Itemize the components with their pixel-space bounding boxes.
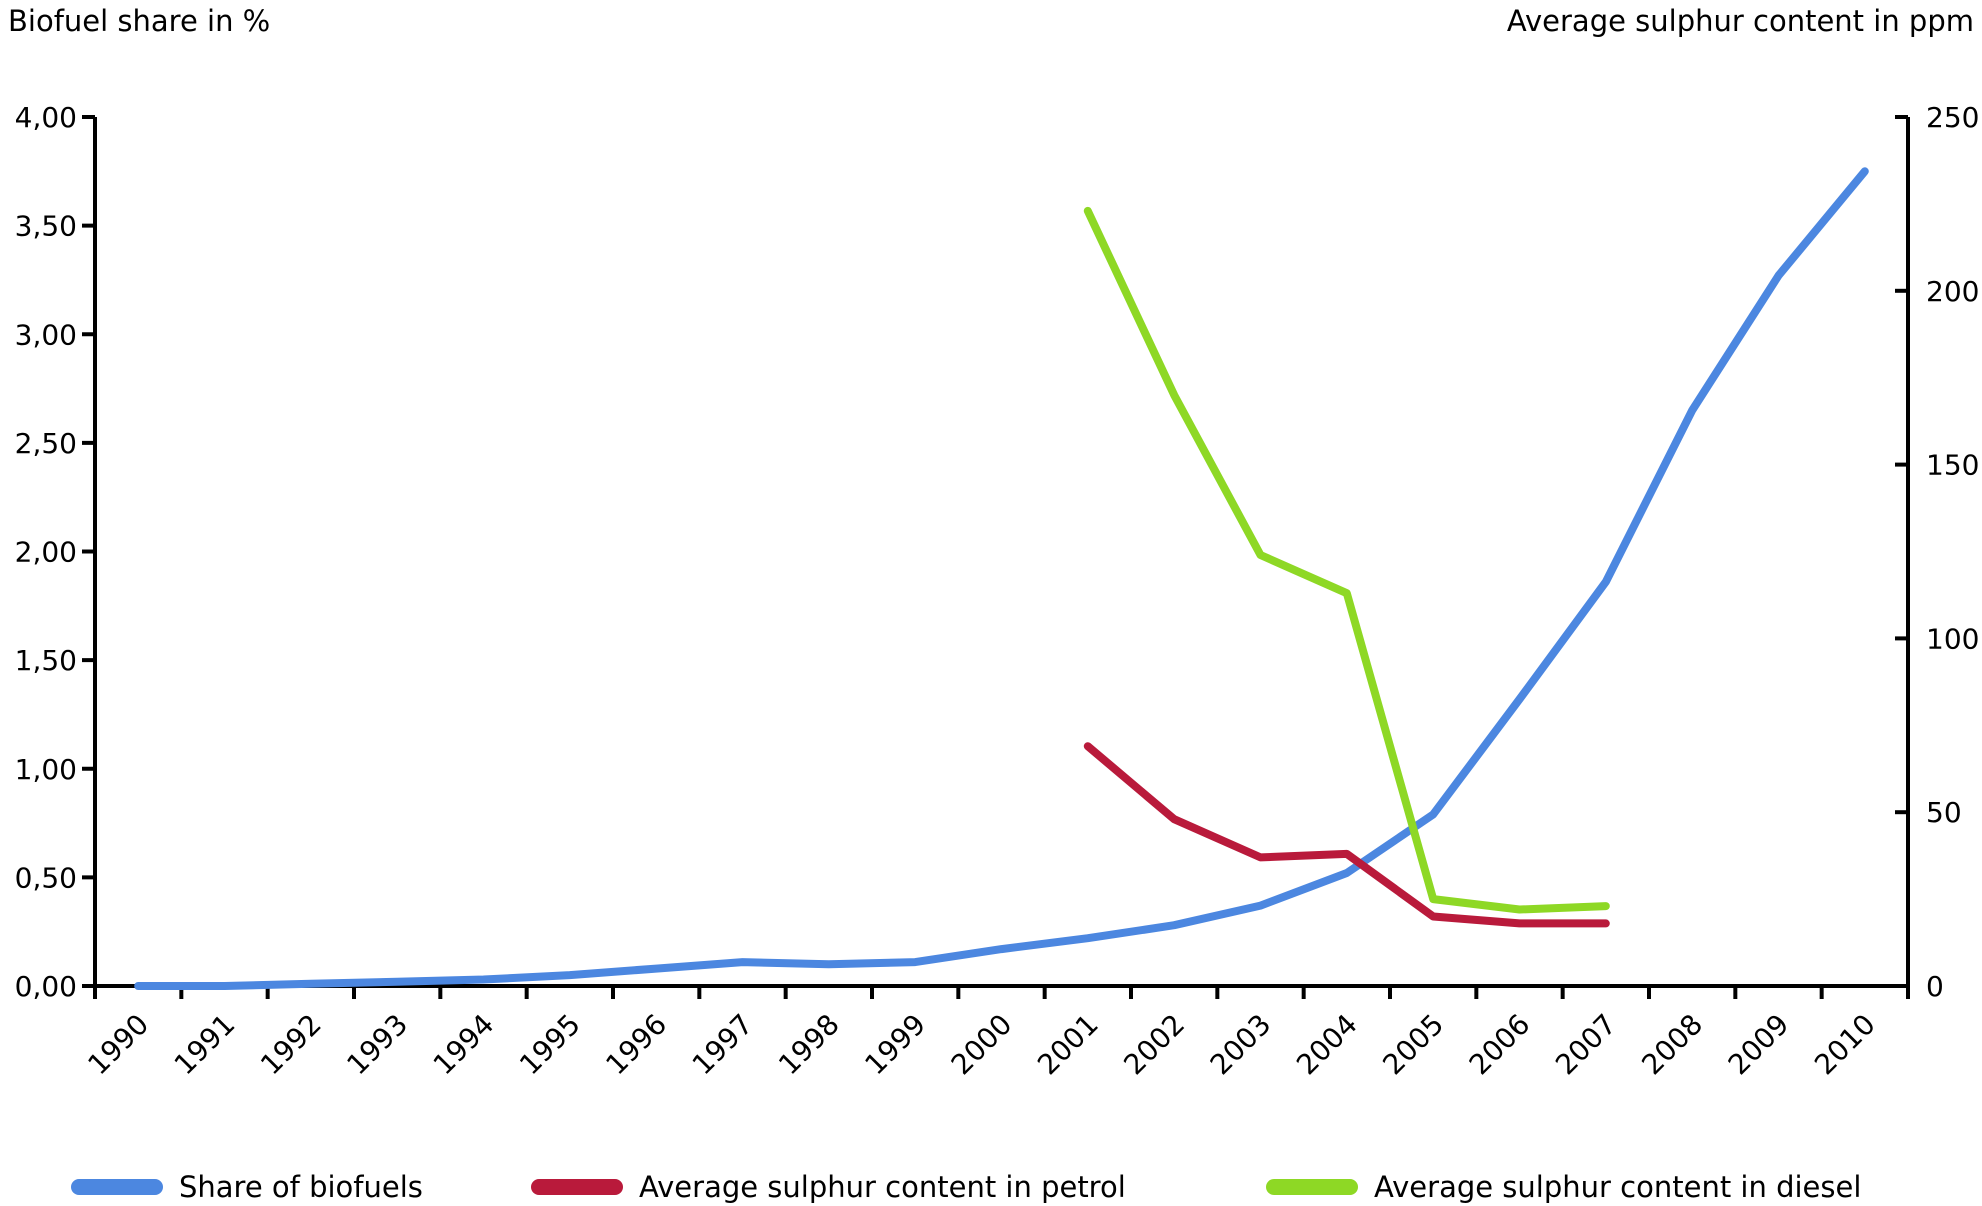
x-tick-label: 2007 [1549,1008,1623,1082]
y-left-tick-label: 0,50 [15,861,77,894]
y-left-tick-label: 3,00 [15,318,77,351]
x-tick-label: 2009 [1722,1008,1796,1082]
y-left-tick-label: 1,00 [15,753,77,786]
x-tick-label: 2005 [1376,1008,1450,1082]
legend-item-petrol: Average sulphur content in petrol [531,1170,1126,1204]
legend-item-biofuels: Share of biofuels [71,1170,423,1204]
legend-label-biofuels: Share of biofuels [179,1170,423,1204]
legend-item-diesel: Average sulphur content in diesel [1266,1170,1861,1204]
y-left-tick-label: 0,00 [15,970,77,1003]
x-tick-label: 1997 [686,1008,760,1082]
y-left-tick-label: 2,00 [15,536,77,569]
x-tick-label: 2002 [1117,1008,1191,1082]
right-axis-title: Average sulphur content in ppm [1506,4,1974,38]
legend-label-petrol: Average sulphur content in petrol [639,1170,1126,1204]
series-line-share-of-biofuels [134,167,1869,990]
x-tick-label: 1992 [254,1008,328,1082]
x-tick-label: 2010 [1808,1008,1882,1082]
y-left-tick-label: 2,50 [15,427,77,460]
legend-swatch-petrol [531,1179,623,1195]
legend-swatch-diesel [1266,1179,1358,1195]
x-tick-label: 1999 [858,1008,932,1082]
y-left-tick-label: 1,50 [15,644,77,677]
x-tick-label: 1990 [81,1008,155,1082]
x-tick-label: 2000 [945,1008,1019,1082]
left-axis-title: Biofuel share in % [8,4,271,38]
y-right-tick-label: 50 [1926,796,1962,829]
y-right-tick-label: 150 [1926,449,1979,482]
x-tick-label: 1996 [599,1008,673,1082]
x-tick-label: 2006 [1463,1008,1537,1082]
legend-swatch-biofuels [71,1179,163,1195]
x-tick-label: 2001 [1031,1008,1105,1082]
x-tick-label: 2003 [1204,1008,1278,1082]
y-right-tick-label: 100 [1926,622,1979,655]
legend-label-diesel: Average sulphur content in diesel [1374,1170,1862,1204]
x-tick-label: 1994 [427,1008,501,1082]
x-tick-label: 2004 [1290,1008,1364,1082]
x-tick-label: 1993 [340,1008,414,1082]
y-left-tick-label: 3,50 [15,210,77,243]
x-tick-label: 1998 [772,1008,846,1082]
y-right-tick-label: 200 [1926,275,1979,308]
x-tick-label: 2008 [1635,1008,1709,1082]
x-tick-label: 1995 [513,1008,587,1082]
y-right-tick-label: 250 [1926,101,1979,134]
x-tick-label: 1991 [168,1008,242,1082]
y-right-tick-label: 0 [1926,970,1944,1003]
series-line-average-sulphur-content-in-petrol [1083,742,1610,928]
y-left-tick-label: 4,00 [15,101,77,134]
series-line-average-sulphur-content-in-diesel [1083,206,1610,914]
